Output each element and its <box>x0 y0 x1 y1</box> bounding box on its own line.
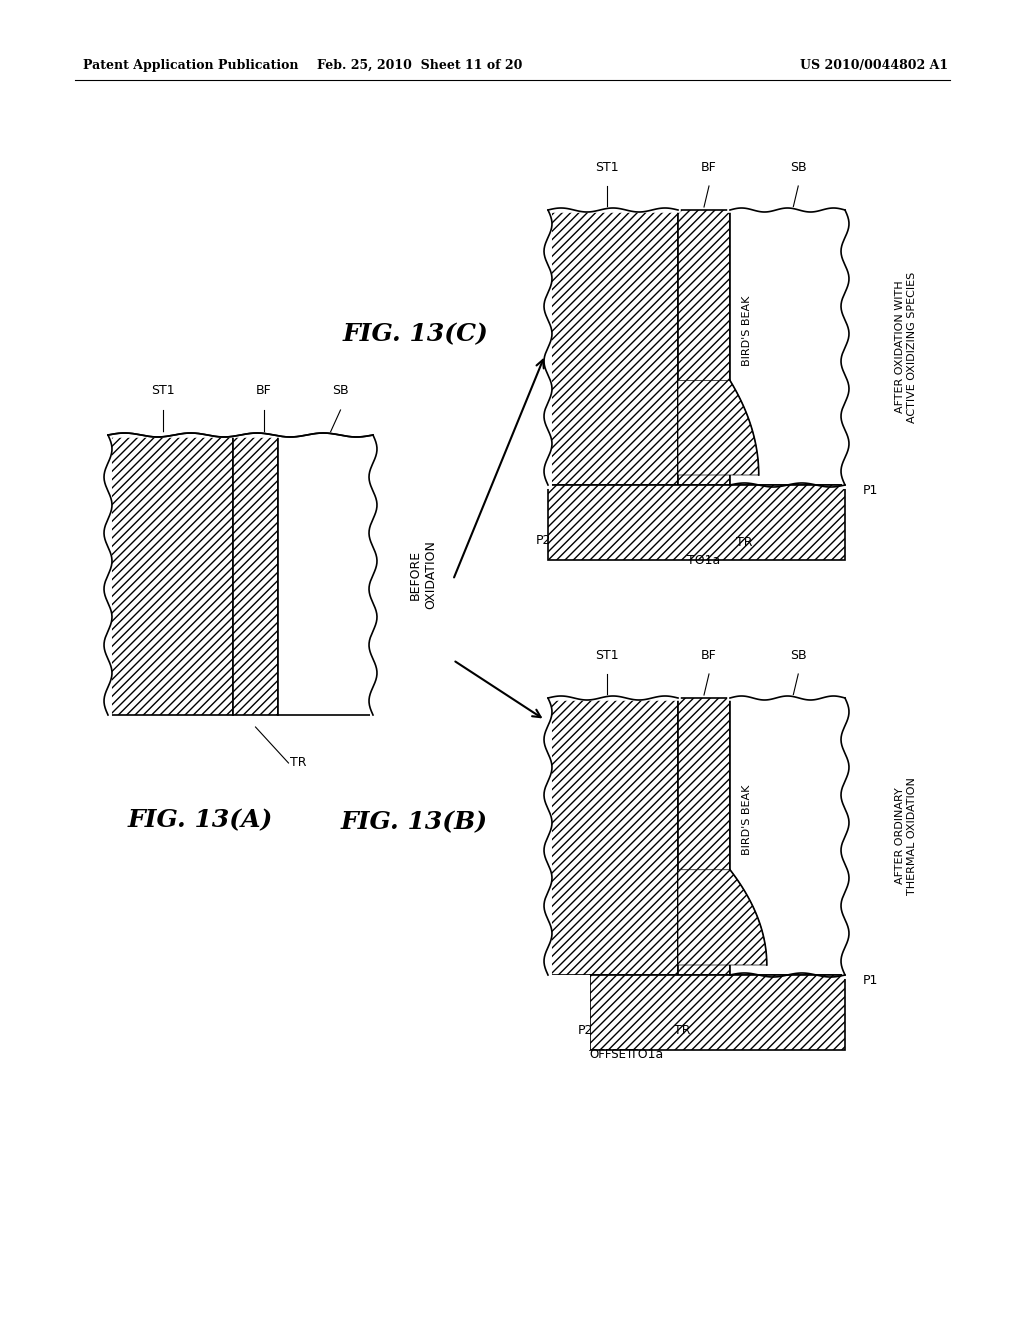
Text: TR: TR <box>736 536 753 549</box>
Text: BIRD'S BEAK: BIRD'S BEAK <box>742 296 752 366</box>
Text: OFFSET: OFFSET <box>590 1048 634 1061</box>
Bar <box>678 698 730 975</box>
Text: TO1a: TO1a <box>631 1048 664 1061</box>
Text: TO1a: TO1a <box>687 553 721 566</box>
Text: SB: SB <box>790 161 807 174</box>
Bar <box>233 436 278 715</box>
Text: P1: P1 <box>863 974 879 986</box>
Text: SB: SB <box>790 649 807 663</box>
Text: FIG. 13(C): FIG. 13(C) <box>342 322 488 346</box>
Text: US 2010/0044802 A1: US 2010/0044802 A1 <box>800 58 948 71</box>
Text: P2: P2 <box>578 1023 593 1036</box>
Bar <box>548 484 845 560</box>
Bar <box>278 436 373 715</box>
Text: AFTER OXIDATION WITH
ACTIVE OXIDIZING SPECIES: AFTER OXIDATION WITH ACTIVE OXIDIZING SP… <box>895 272 916 422</box>
Text: P2: P2 <box>536 533 551 546</box>
Text: P1: P1 <box>863 483 879 496</box>
Bar <box>108 436 233 715</box>
Text: BIRD'S BEAK: BIRD'S BEAK <box>742 784 752 855</box>
Bar <box>548 210 678 484</box>
Text: Feb. 25, 2010  Sheet 11 of 20: Feb. 25, 2010 Sheet 11 of 20 <box>317 58 522 71</box>
Bar <box>730 698 845 975</box>
Text: BEFORE
OXIDATION: BEFORE OXIDATION <box>409 541 437 610</box>
Bar <box>678 210 730 484</box>
Bar <box>590 975 845 1049</box>
Polygon shape <box>678 870 767 965</box>
Text: TR: TR <box>674 1023 690 1036</box>
Text: ST1: ST1 <box>595 649 618 663</box>
Text: ST1: ST1 <box>595 161 618 174</box>
Text: BF: BF <box>701 161 717 174</box>
Text: AFTER ORDINARY
THERMAL OXIDATION: AFTER ORDINARY THERMAL OXIDATION <box>895 777 916 895</box>
Text: BF: BF <box>701 649 717 663</box>
Bar <box>548 698 678 975</box>
Bar <box>548 975 590 1049</box>
Text: TR: TR <box>291 756 307 770</box>
Polygon shape <box>678 380 759 475</box>
Bar <box>730 210 845 484</box>
Text: ST1: ST1 <box>151 384 174 397</box>
Text: FIG. 13(A): FIG. 13(A) <box>128 808 273 832</box>
Text: BF: BF <box>256 384 271 397</box>
Text: SB: SB <box>332 384 349 397</box>
Text: Patent Application Publication: Patent Application Publication <box>83 58 299 71</box>
Text: FIG. 13(B): FIG. 13(B) <box>341 810 488 834</box>
